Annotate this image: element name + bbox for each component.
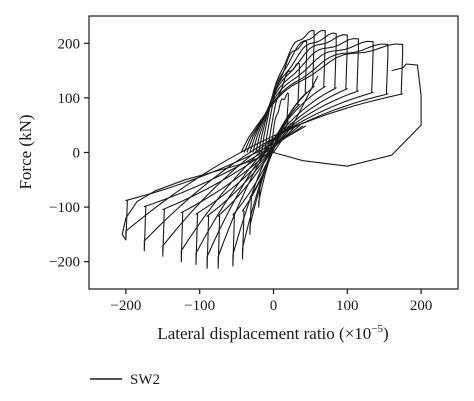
envelope-loop [121,75,319,241]
x-tick-label: 100 [336,298,359,314]
ticks-layer: −200 −100 0 100 200 −200 −100 0 100 200 [49,36,432,314]
y-tick-label: −100 [49,200,80,216]
hysteresis-loop-9 [162,40,374,257]
x-axis-title-main: Lateral displacement ratio (×10 [157,324,371,343]
y-tick-label: 100 [58,91,81,107]
x-tick-label: −200 [110,298,141,314]
y-axis-title: Force (kN) [16,114,35,189]
x-tick-label: 0 [270,298,278,314]
x-tick-label: −100 [184,298,215,314]
y-tick-label: 200 [58,36,81,52]
curves-layer [121,29,422,269]
y-tick-label: −200 [49,255,80,271]
hysteresis-loop-7 [195,34,348,265]
hysteresis-loop-8 [180,38,359,263]
y-tick-label: 0 [73,146,81,162]
x-axis-title-exponent: −5 [371,323,383,335]
hysteresis-loop-4 [232,29,315,267]
x-tick-label: 200 [410,298,433,314]
legend-label-sw2: SW2 [130,372,160,388]
hysteresis-loop-10 [143,43,389,252]
x-axis-title-suffix: ) [383,324,389,343]
x-axis-title: Lateral displacement ratio (×10−5) [157,323,388,343]
hysteresis-loop-11 [125,43,404,241]
final-unloading-branch [273,63,422,167]
legend: SW2 [90,372,160,388]
